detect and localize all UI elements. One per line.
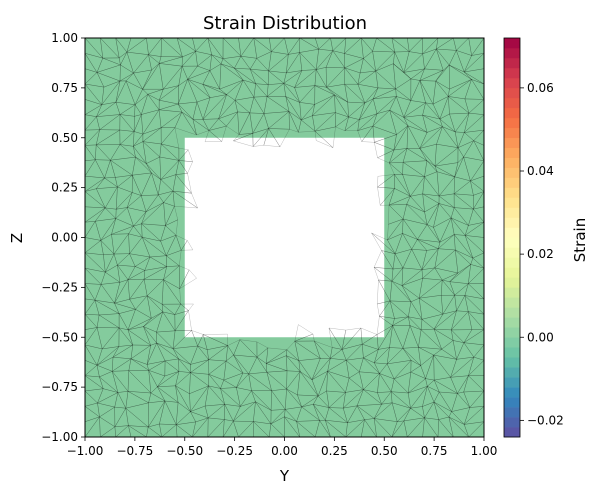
- y-tick-label: 0.00: [51, 231, 78, 245]
- colorbar-segment: [504, 38, 520, 49]
- colorbar-segment: [504, 237, 520, 248]
- x-tick-label: −1.00: [67, 444, 104, 458]
- plot-area: [84, 37, 485, 438]
- colorbar-segment: [504, 267, 520, 278]
- colorbar-segment: [504, 107, 520, 119]
- colorbar-tick-label: 0.00: [527, 330, 554, 344]
- colorbar-tick-label: 0.06: [527, 81, 554, 95]
- colorbar-segment: [504, 177, 520, 188]
- colorbar-segment: [504, 397, 520, 408]
- colorbar-segment: [504, 167, 520, 178]
- x-tick-label: 0.75: [421, 444, 448, 458]
- x-axis-ticks: −1.00 −0.75 −0.50 −0.25 0.00 0.25 0.50 0.75 1.00: [67, 437, 498, 458]
- colorbar-segment: [504, 117, 520, 129]
- y-axis-ticks: 1.00 0.75 0.50 0.25 0.00 −0.25 −0.50 −0.75 −1.00: [41, 31, 85, 444]
- colorbar-segment: [504, 297, 520, 308]
- colorbar: [503, 37, 521, 438]
- colorbar-segment: [504, 387, 520, 398]
- colorbar-segment: [504, 247, 520, 258]
- colorbar-segment: [504, 377, 520, 388]
- colorbar-segment: [504, 197, 520, 208]
- colorbar-tick-label: −0.02: [527, 413, 564, 427]
- y-tick-label: −0.50: [41, 330, 78, 344]
- y-tick-label: −0.25: [41, 280, 78, 294]
- x-tick-label: 0.50: [371, 444, 398, 458]
- colorbar-label: Strain: [571, 218, 589, 262]
- mesh-triangles: [84, 37, 485, 438]
- colorbar-segment: [504, 187, 520, 198]
- colorbar-segment: [504, 277, 520, 288]
- colorbar-segment: [504, 287, 520, 298]
- colorbar-segment: [504, 327, 520, 338]
- colorbar-segment: [504, 47, 520, 59]
- y-tick-label: 0.50: [51, 131, 78, 145]
- colorbar-frame: [503, 37, 521, 438]
- colorbar-segment: [504, 357, 520, 368]
- strain-field: [85, 38, 484, 437]
- colorbar-segment: [504, 137, 520, 149]
- y-axis-label: Z: [8, 233, 26, 243]
- colorbar-segment: [504, 157, 520, 168]
- colorbar-tick-label: 0.02: [527, 247, 554, 261]
- x-tick-label: −0.25: [216, 444, 253, 458]
- colorbar-segment: [504, 57, 520, 69]
- x-tick-label: −0.50: [166, 444, 203, 458]
- x-axis-label: Y: [279, 467, 290, 485]
- mesh-lines: [84, 37, 485, 438]
- y-tick-label: 1.00: [51, 31, 78, 45]
- x-tick-label: 0.00: [271, 444, 298, 458]
- colorbar-segment: [504, 257, 520, 268]
- colorbar-tick-label: 0.04: [527, 164, 554, 178]
- colorbar-segment: [504, 207, 520, 218]
- colorbar-segment: [504, 307, 520, 318]
- colorbar-segment: [504, 317, 520, 328]
- y-tick-label: −1.00: [41, 430, 78, 444]
- y-tick-label: 0.25: [51, 181, 78, 195]
- colorbar-segment: [504, 97, 520, 109]
- colorbar-segment: [504, 77, 520, 89]
- colorbar-segment: [504, 127, 520, 139]
- colorbar-segment: [504, 417, 520, 428]
- y-tick-label: −0.75: [41, 380, 78, 394]
- colorbar-segment: [504, 427, 520, 438]
- chart-title: Strain Distribution: [203, 13, 367, 34]
- colorbar-segment: [504, 217, 520, 228]
- colorbar-segment: [504, 147, 520, 158]
- colorbar-segment: [504, 407, 520, 418]
- colorbar-segment: [504, 337, 520, 348]
- colorbar-ticks: 0.06 0.04 0.02 0.00 −0.02: [520, 81, 564, 427]
- x-tick-label: 0.25: [321, 444, 348, 458]
- colorbar-segment: [504, 87, 520, 99]
- colorbar-segment: [504, 347, 520, 358]
- colorbar-segment: [504, 367, 520, 378]
- y-tick-label: 0.75: [51, 81, 78, 95]
- x-tick-label: −0.75: [116, 444, 153, 458]
- x-tick-label: 1.00: [471, 444, 498, 458]
- colorbar-segment: [504, 227, 520, 238]
- colorbar-segment: [504, 67, 520, 79]
